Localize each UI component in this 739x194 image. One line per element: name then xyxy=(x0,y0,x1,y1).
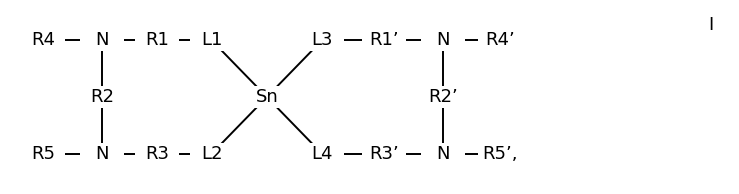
Text: R5: R5 xyxy=(31,145,55,163)
Text: Sn: Sn xyxy=(256,88,278,106)
Text: L3: L3 xyxy=(311,31,333,49)
Text: R1: R1 xyxy=(145,31,168,49)
Text: L1: L1 xyxy=(201,31,222,49)
Text: L2: L2 xyxy=(201,145,222,163)
Text: R5’,: R5’, xyxy=(483,145,518,163)
Text: N: N xyxy=(95,145,109,163)
Text: R4: R4 xyxy=(31,31,55,49)
Text: R2: R2 xyxy=(90,88,114,106)
Text: I: I xyxy=(708,16,713,34)
Text: R3’: R3’ xyxy=(370,145,399,163)
Text: R1’: R1’ xyxy=(370,31,399,49)
Text: N: N xyxy=(436,31,449,49)
Text: N: N xyxy=(436,145,449,163)
Text: N: N xyxy=(95,31,109,49)
Text: R4’: R4’ xyxy=(486,31,515,49)
Text: R2’: R2’ xyxy=(428,88,457,106)
Text: R3: R3 xyxy=(145,145,168,163)
Text: L4: L4 xyxy=(311,145,333,163)
